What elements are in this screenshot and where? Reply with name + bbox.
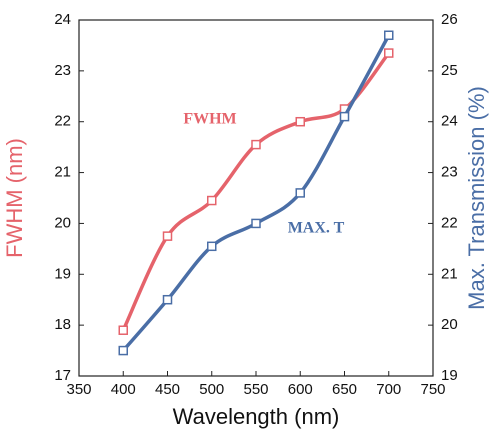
y2-tick-label: 20 (441, 316, 458, 333)
plot-frame (78, 19, 434, 377)
y2-tick-label: 21 (441, 265, 458, 282)
data-point (162, 294, 173, 305)
x-axis-label: Wavelength (nm) (173, 404, 340, 429)
x-tick-label: 350 (66, 381, 91, 398)
data-point (251, 139, 261, 150)
series-label: FWHM (183, 111, 236, 128)
data-point (295, 188, 305, 198)
x-tick-label: 650 (332, 381, 357, 398)
y2-tick-label: 25 (441, 62, 458, 79)
y-tick-label: 18 (54, 316, 71, 333)
y-tick-label: 19 (54, 265, 71, 282)
y2-axis-label: Max. Transmission (%) (464, 86, 489, 310)
y-tick-label: 21 (54, 164, 71, 181)
y-tick-label: 23 (54, 62, 71, 79)
series-label: MAX. T (288, 220, 345, 237)
data-point (207, 241, 217, 252)
y2-tick-label: 19 (441, 367, 458, 384)
x-tick-label: 500 (199, 381, 224, 398)
y2-tick-label: 22 (441, 214, 458, 231)
data-point (384, 48, 394, 58)
x-tick-label: 750 (420, 381, 445, 398)
y-axis-label: FWHM (nm) (2, 138, 27, 258)
series-line (121, 51, 391, 331)
y-tick-label: 17 (54, 367, 71, 384)
data-point (251, 218, 261, 229)
y2-tick-label: 26 (441, 11, 458, 28)
x-tick-label: 550 (243, 381, 268, 398)
x-tick-label: 450 (155, 381, 180, 398)
y-tick-label: 20 (54, 214, 71, 231)
x-tick-label: 400 (111, 381, 136, 398)
x-tick-label: 600 (288, 381, 313, 398)
x-tick-label: 700 (376, 381, 401, 398)
y-tick-label: 24 (54, 11, 71, 28)
data-point (162, 231, 173, 241)
data-point (339, 111, 350, 122)
data-point (295, 116, 305, 127)
y2-tick-label: 23 (441, 164, 458, 181)
data-point (384, 30, 394, 41)
data-point (118, 325, 128, 335)
y-tick-label: 22 (54, 113, 71, 130)
y2-tick-label: 24 (441, 113, 458, 130)
data-point (207, 195, 217, 206)
data-point (118, 345, 128, 356)
